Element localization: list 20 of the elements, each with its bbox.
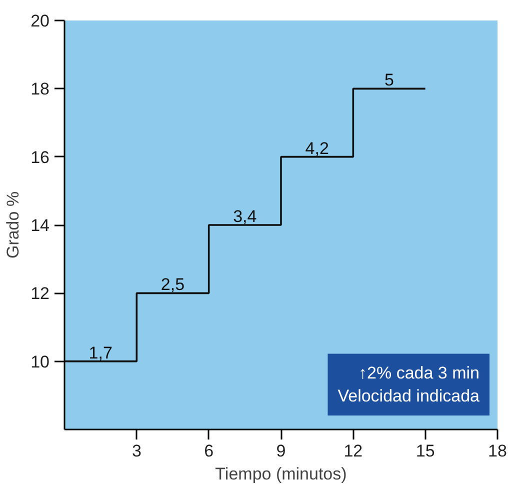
- y-tick-label: 14: [30, 216, 50, 235]
- annotation: ↑2% cada 3 min Velocidad indicada: [338, 364, 480, 406]
- x-tick-label: 3: [132, 442, 142, 460]
- y-tick-label: 18: [30, 80, 50, 99]
- annotation: 4,2: [305, 138, 329, 158]
- annotation: 2,5: [160, 275, 185, 294]
- x-axis-title: Tiempo (minutos): [215, 464, 347, 484]
- y-tick-label: 10: [30, 352, 50, 372]
- x-tick-label: 18: [488, 442, 507, 460]
- x-tick-label: 9: [276, 442, 286, 460]
- annotation: 5: [384, 70, 394, 90]
- x-tick-label: 6: [204, 442, 214, 460]
- annotation: 1,7: [88, 343, 112, 362]
- y-axis-title: Grado %: [4, 191, 23, 259]
- y-tick-label: 16: [30, 148, 50, 167]
- x-tick-label: 12: [344, 442, 363, 460]
- y-tick-label: 20: [30, 12, 50, 30]
- annotation: 3,4: [233, 207, 257, 226]
- y-tick-label: 12: [30, 284, 50, 304]
- x-tick-label: 15: [416, 442, 435, 460]
